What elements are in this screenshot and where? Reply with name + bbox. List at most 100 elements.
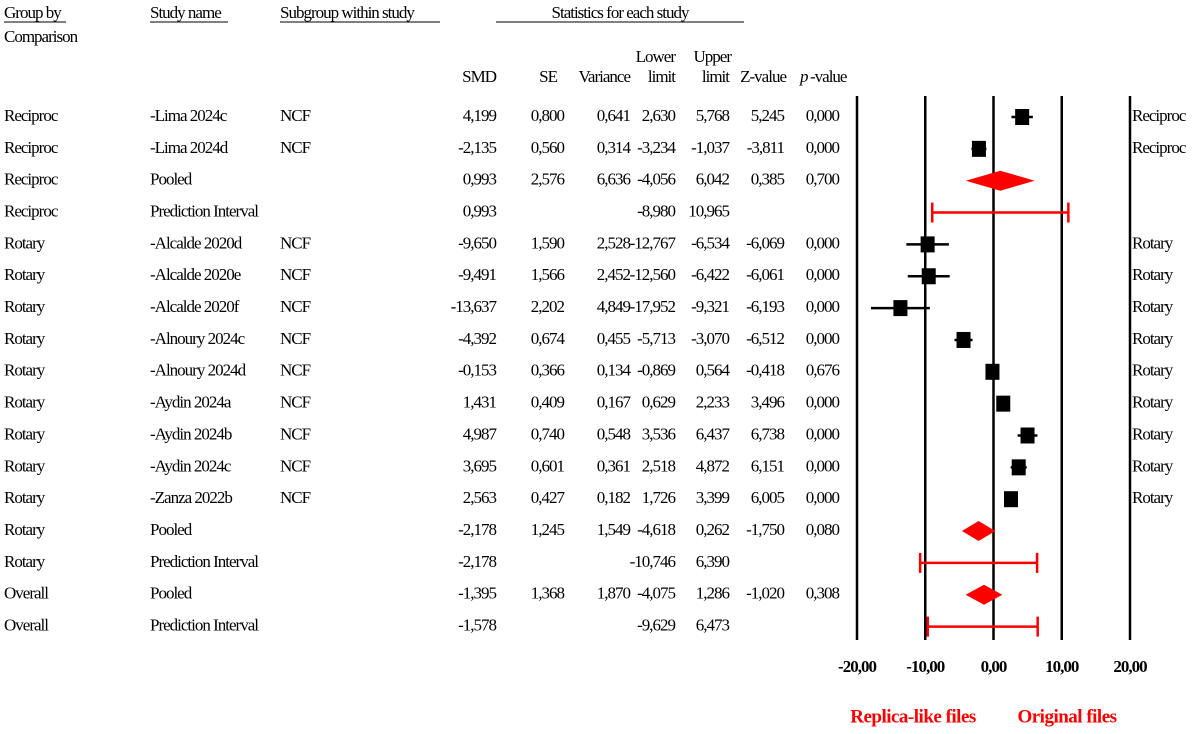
subgroup: NCF	[280, 106, 311, 125]
stat-cell: -4,075	[637, 584, 675, 603]
side-label: Reciproc	[1132, 106, 1187, 125]
stat-cell: 1,368	[531, 584, 565, 603]
study-name: Prediction Interval	[150, 552, 259, 571]
stat-cell: 0,740	[531, 424, 565, 443]
stat-cell: 10,965	[688, 201, 729, 220]
group-label: Rotary	[4, 297, 46, 316]
header-variance: Variance	[579, 67, 631, 86]
stat-cell: 2,563	[463, 488, 497, 507]
header-study-name: Study name	[150, 3, 221, 22]
stat-cell: 0,262	[696, 520, 730, 539]
stat-cell: 0,629	[642, 393, 676, 412]
stat-cell: 0,800	[531, 106, 565, 125]
study-name: Pooled	[150, 584, 193, 603]
group-label: Rotary	[4, 520, 46, 539]
stat-cell: 0,000	[806, 393, 840, 412]
header-z: Z-value	[740, 67, 786, 86]
stat-cell: -2,135	[458, 138, 496, 157]
stat-cell: 2,518	[642, 456, 676, 475]
group-label: Reciproc	[4, 106, 59, 125]
stat-cell: 0,455	[597, 329, 631, 348]
effect-square	[1003, 491, 1018, 508]
stat-cell: 0,000	[806, 424, 840, 443]
x-tick-label: 20,00	[1113, 657, 1147, 676]
stat-cell: 1,590	[531, 233, 565, 252]
right-label: Original files	[1017, 706, 1116, 727]
group-label: Rotary	[4, 329, 46, 348]
stat-cell: 0,674	[531, 329, 566, 348]
side-label: Rotary	[1132, 393, 1174, 412]
stat-cell: 0,167	[597, 393, 632, 412]
stat-cell: -10,746	[630, 552, 676, 571]
stat-cell: -1,020	[746, 584, 784, 603]
stat-cell: -3,070	[691, 329, 729, 348]
effect-square	[1015, 109, 1030, 125]
stat-cell: 0,000	[806, 297, 840, 316]
effect-square	[920, 236, 935, 253]
subgroup: NCF	[280, 424, 311, 443]
side-label: Reciproc	[1132, 138, 1187, 157]
side-label: Rotary	[1132, 424, 1174, 443]
stat-cell: 2,528	[597, 233, 631, 252]
stat-cell: 3,399	[696, 488, 730, 507]
stat-cell: 0,601	[531, 456, 565, 475]
stat-cell: 4,987	[463, 424, 498, 443]
study-name: Prediction Interval	[150, 616, 259, 635]
stat-cell: 4,849	[597, 297, 631, 316]
stat-cell: 6,636	[597, 170, 631, 189]
stat-cell: 6,151	[751, 456, 785, 475]
study-name: Pooled	[150, 520, 193, 539]
stat-cell: 0,182	[597, 488, 631, 507]
stat-cell: -4,392	[458, 329, 496, 348]
stat-cell: 0,993	[463, 170, 497, 189]
side-label: Rotary	[1132, 456, 1174, 475]
stat-cell: 0,000	[806, 265, 840, 284]
stat-cell: 2,233	[696, 393, 730, 412]
group-label: Rotary	[4, 361, 46, 380]
study-name: -Aydin 2024a	[150, 393, 232, 412]
stat-cell: -12,560	[630, 265, 676, 284]
stat-cell: -0,418	[746, 361, 784, 380]
subgroup: NCF	[280, 393, 311, 412]
stat-cell: 1,870	[597, 584, 631, 603]
study-name: Prediction Interval	[150, 201, 259, 220]
stat-cell: 2,202	[531, 297, 565, 316]
group-label: Overall	[4, 616, 49, 635]
stat-cell: 0,134	[597, 361, 632, 380]
group-label: Reciproc	[4, 170, 59, 189]
group-label: Overall	[4, 584, 49, 603]
stat-cell: 0,000	[806, 106, 840, 125]
stat-cell: 3,496	[751, 393, 785, 412]
header-p-rest: -value	[810, 67, 847, 86]
header-lower-limit: limit	[648, 67, 676, 86]
stat-cell: -9,321	[691, 297, 729, 316]
group-label: Rotary	[4, 265, 46, 284]
header-lower: Lower	[636, 47, 677, 66]
header-group-by: Group by	[4, 3, 62, 22]
x-tick-label: 0,00	[981, 657, 1007, 676]
stat-cell: 0,560	[531, 138, 565, 157]
group-label: Rotary	[4, 393, 46, 412]
stat-cell: -6,512	[746, 329, 784, 348]
stat-cell: -9,491	[458, 265, 496, 284]
header-subgroup: Subgroup within study	[280, 3, 415, 22]
stat-cell: -1,395	[458, 584, 496, 603]
stat-cell: -2,178	[458, 552, 496, 571]
stat-cell: 0,314	[597, 138, 632, 157]
stat-cell: 0,548	[597, 424, 631, 443]
stat-cell: -9,629	[637, 616, 675, 635]
stat-cell: -0,153	[458, 361, 496, 380]
header-comparison: Comparison	[4, 27, 79, 46]
header-upper: Upper	[694, 47, 733, 66]
stat-cell: 2,452	[597, 265, 631, 284]
group-label: Rotary	[4, 424, 46, 443]
effect-square	[996, 395, 1011, 412]
stat-cell: 0,676	[806, 361, 840, 380]
effect-square	[971, 140, 986, 157]
stat-cell: 1,566	[531, 265, 565, 284]
subgroup: NCF	[280, 233, 311, 252]
stat-cell: 0,385	[751, 170, 785, 189]
study-name: -Lima 2024d	[150, 138, 229, 157]
stat-cell: 1,549	[597, 520, 631, 539]
stat-cell: 3,695	[463, 456, 497, 475]
